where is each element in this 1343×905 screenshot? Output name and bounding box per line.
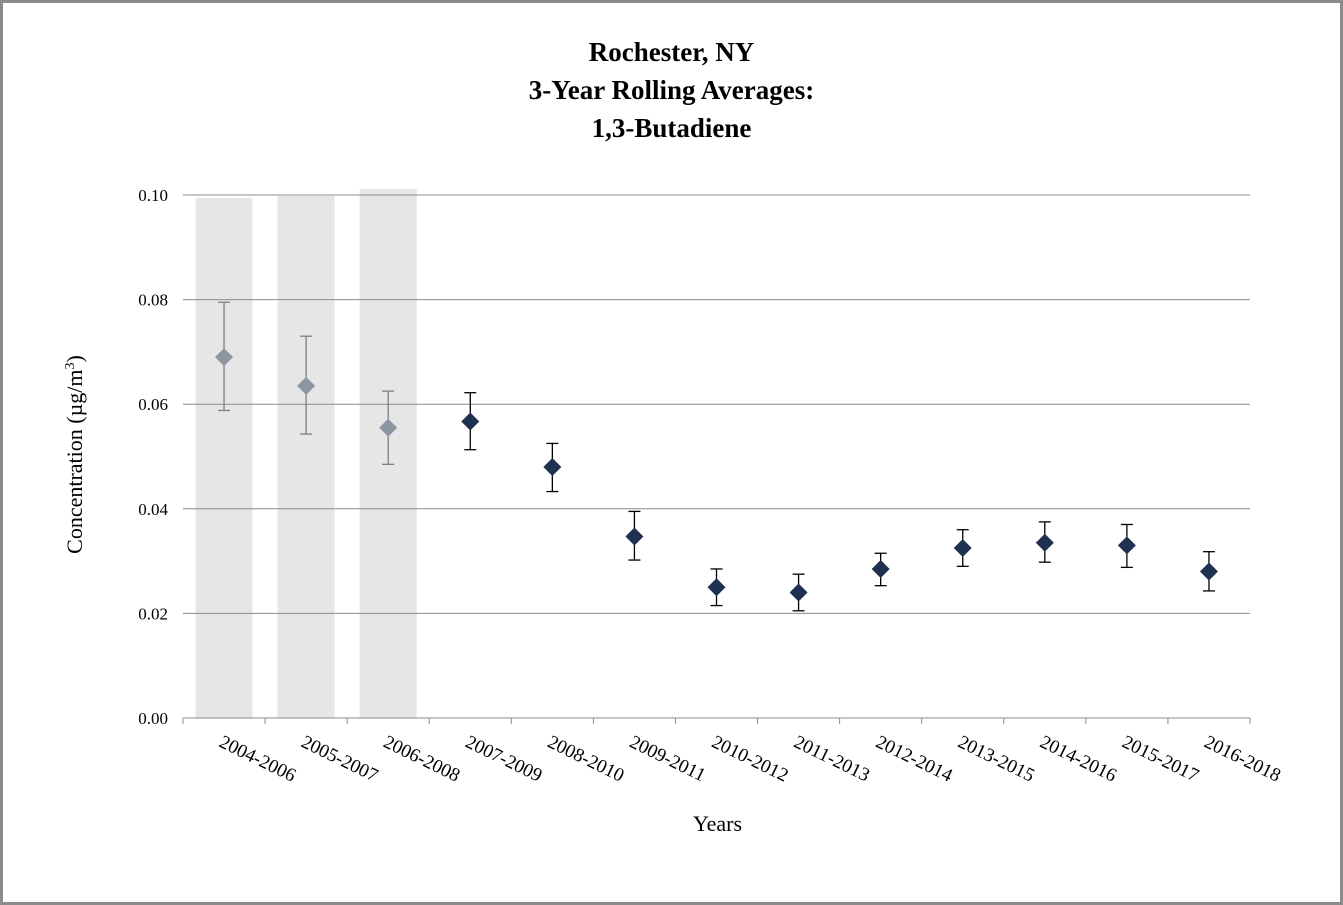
x-tick-label: 2010-2012 xyxy=(708,732,791,787)
y-axis-label: Concentration (µg/m3) xyxy=(62,355,87,554)
data-point-2010-2012 xyxy=(707,578,726,597)
data-point-2012-2014 xyxy=(871,559,890,578)
y-tick-label: 0.00 xyxy=(138,709,168,728)
x-tick-label: 2015-2017 xyxy=(1119,732,1202,787)
x-tick-label: 2012-2014 xyxy=(872,732,956,787)
data-point-2007-2009 xyxy=(461,412,480,431)
y-tick-label: 0.06 xyxy=(138,395,168,414)
data-point-2008-2010 xyxy=(543,457,562,476)
chart-title: Rochester, NY 3-Year Rolling Averages: 1… xyxy=(3,33,1340,147)
x-tick-label: 2007-2009 xyxy=(462,732,545,787)
y-tick-label: 0.08 xyxy=(138,291,168,310)
y-tick-label: 0.10 xyxy=(138,186,168,205)
x-tick-label: 2014-2016 xyxy=(1037,732,1120,787)
data-point-2004-2006 xyxy=(215,348,234,367)
y-tick-label: 0.04 xyxy=(138,500,168,519)
x-axis-label: Years xyxy=(693,811,742,836)
x-tick-label: 2004-2006 xyxy=(216,732,299,787)
data-point-2013-2015 xyxy=(953,539,972,558)
title-line-1: Rochester, NY xyxy=(588,37,755,67)
data-point-2006-2008 xyxy=(379,418,398,437)
x-tick-label: 2006-2008 xyxy=(380,732,463,787)
x-tick-label: 2013-2015 xyxy=(955,732,1038,787)
data-point-2015-2017 xyxy=(1117,536,1136,555)
data-point-2005-2007 xyxy=(297,376,316,395)
shaded-band-2005-2007 xyxy=(277,196,335,718)
x-tick-label: 2005-2007 xyxy=(298,732,381,787)
x-tick-label: 2009-2011 xyxy=(626,732,709,787)
shaded-band-2004-2006 xyxy=(195,198,253,718)
x-tick-label: 2016-2018 xyxy=(1201,732,1284,787)
data-point-2016-2018 xyxy=(1199,562,1218,581)
data-point-2009-2011 xyxy=(625,527,644,546)
title-line-2: 3-Year Rolling Averages: xyxy=(528,75,815,105)
title-line-3: 1,3-Butadiene xyxy=(591,113,752,143)
data-point-2014-2016 xyxy=(1035,533,1054,552)
data-point-2011-2013 xyxy=(789,583,808,602)
x-tick-label: 2008-2010 xyxy=(544,732,627,787)
x-tick-label: 2011-2013 xyxy=(790,732,873,787)
y-tick-label: 0.02 xyxy=(138,604,168,623)
